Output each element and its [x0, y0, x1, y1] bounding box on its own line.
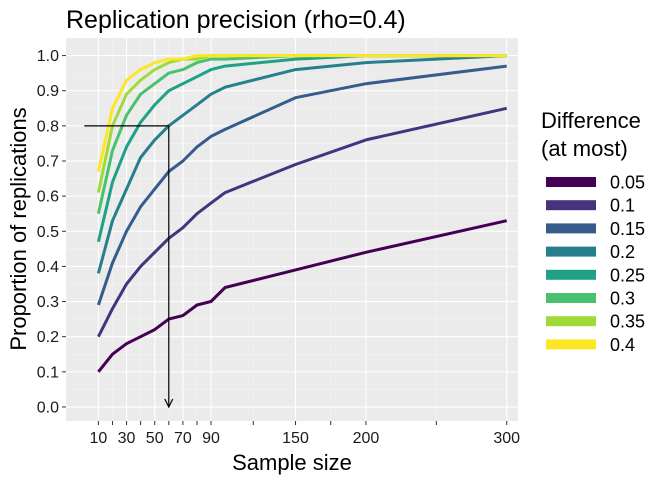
y-tick-label: 0.3 [37, 294, 59, 311]
legend-key-0.35 [546, 316, 596, 327]
legend-label-0.2: 0.2 [610, 242, 635, 262]
legend-label-0.3: 0.3 [610, 289, 635, 309]
y-tick-label: 1.0 [37, 48, 59, 65]
legend-label-0.4: 0.4 [610, 335, 635, 355]
y-tick-label: 0.8 [37, 118, 59, 135]
y-axis: 0.0 0.1 0.2 0.3 0.4 0.5 0.6 0.7 0.8 0.9 1.0 [37, 48, 66, 416]
series-line-0.25 [96, 54, 507, 243]
legend-key-0.05 [546, 177, 596, 187]
legend-title-line-2: (at most) [541, 136, 628, 161]
x-axis-title: Sample size [232, 450, 352, 475]
plot-panel [66, 38, 518, 421]
legend-title-line-1: Difference [541, 108, 641, 133]
y-tick-label: 0.4 [37, 259, 59, 276]
series-line-0.05 [97, 219, 508, 373]
series-line-0.2 [96, 54, 507, 274]
x-tick-label: 90 [202, 430, 220, 447]
y-tick-label: 0.7 [37, 153, 59, 170]
y-tick-label: 0.1 [37, 364, 59, 381]
y-tick-label: 0.0 [37, 399, 59, 416]
series-lines [96, 54, 508, 373]
legend-label-0.1: 0.1 [610, 196, 635, 216]
grid-major [66, 38, 518, 421]
x-tick-label: 10 [89, 430, 107, 447]
legend-label-0.15: 0.15 [610, 219, 645, 239]
y-tick-label: 0.2 [37, 329, 59, 346]
y-tick-label: 0.9 [37, 83, 59, 100]
legend-key-0.3 [546, 293, 596, 303]
legend: Difference (at most) 0.05 0.1 0.15 0.2 0.25 0… [541, 108, 645, 355]
x-tick-label: 300 [493, 430, 520, 447]
annotation [84, 125, 174, 409]
y-tick-label: 0.6 [37, 189, 59, 206]
x-tick-label: 30 [118, 430, 136, 447]
series-line-0.1 [97, 106, 508, 338]
legend-label-0.25: 0.25 [610, 265, 645, 285]
legend-key-0.2 [546, 246, 596, 257]
reference-arrowhead [164, 398, 174, 409]
x-tick-label: 200 [353, 430, 380, 447]
series-line-0.15 [96, 64, 507, 306]
legend-key-0.4 [546, 339, 596, 350]
y-tick-label: 0.5 [37, 224, 59, 241]
legend-label-0.35: 0.35 [610, 312, 645, 332]
legend-key-0.15 [546, 223, 596, 234]
legend-label-0.05: 0.05 [610, 173, 645, 193]
legend-key-0.25 [546, 269, 596, 280]
legend-key-0.1 [546, 200, 596, 211]
series-line-0.4 [96, 54, 507, 172]
x-axis: 10 30 50 70 90 150 200 300 [89, 421, 520, 447]
y-axis-title: Proportion of replications [6, 107, 31, 350]
x-tick-label: 50 [146, 430, 164, 447]
x-tick-label: 150 [282, 430, 309, 447]
chart-title: Replication precision (rho=0.4) [66, 6, 406, 34]
x-tick-label: 70 [174, 430, 192, 447]
